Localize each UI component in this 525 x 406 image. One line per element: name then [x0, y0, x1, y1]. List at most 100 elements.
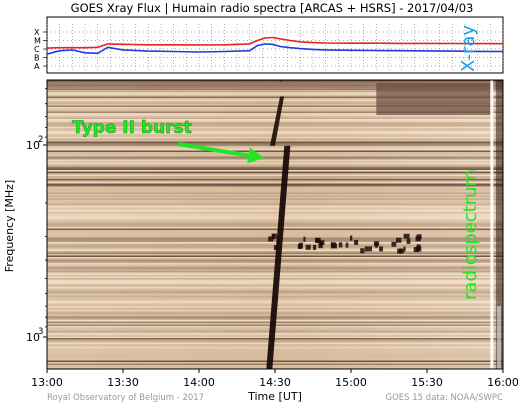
spectrum-stripe: [47, 348, 503, 350]
spectrum-stripe: [47, 159, 503, 161]
spectrum-stripe: [47, 111, 503, 113]
spectrum-stripe: [47, 218, 503, 220]
spectrum-dash: [354, 239, 359, 245]
y-axis-label: Frequency [MHz]: [3, 180, 16, 272]
spectrum-stripe: [47, 114, 503, 116]
spectrum-panel: 10 2 10 3 Frequency [MHz] 13:00 13:30 14:0…: [3, 79, 519, 403]
xray-annotation: X-ray: [458, 25, 479, 72]
spectrum-stripe: [47, 102, 503, 104]
type-ii-burst-lane: [269, 96, 285, 146]
spectrum-stripe: [47, 242, 503, 244]
spectrum-stripe: [47, 356, 503, 358]
spectrum-band: [47, 80, 503, 90]
y-tick-1000: 10 3: [26, 327, 47, 344]
spectrum-stripe: [47, 341, 503, 343]
spectrum-stripe: [47, 179, 503, 181]
spectrum-dash: [345, 242, 349, 248]
spectrum-stripe: [47, 117, 503, 119]
spectrum-stripe: [47, 212, 503, 214]
spectrum-edge-dark: [495, 80, 503, 369]
spectrum-dash: [305, 244, 311, 250]
spectrum-stripe: [47, 216, 503, 218]
spectrum-stripe: [47, 209, 503, 211]
spectrum-stripe: [47, 225, 503, 227]
spectrum-stripe: [47, 366, 503, 368]
spectrum-dash: [403, 246, 406, 252]
spectrum-stripe: [47, 108, 503, 110]
spectrum-stripe: [47, 174, 503, 176]
y-tick-100: 10 2: [26, 135, 47, 152]
spectrum-stripe: [47, 210, 503, 212]
spectrum-stripe: [47, 173, 503, 175]
chart-title: GOES Xray Flux | Humain radio spectra [A…: [71, 1, 474, 15]
y-tick-100-exp: 2: [38, 135, 43, 145]
spectrum-stripe: [47, 254, 503, 256]
spectrum-stripe: [47, 350, 503, 352]
x-tick-label: 14:00: [183, 376, 215, 389]
spectrum-dash: [413, 247, 419, 253]
spectrum-dash: [338, 242, 343, 248]
spectrum-dash: [318, 240, 325, 246]
spectrum-stripe: [47, 197, 503, 199]
spectrum-stripe: [47, 150, 503, 152]
spectrum-stripe: [47, 105, 503, 107]
spectrum-stripe: [47, 200, 503, 202]
spectrum-dash: [299, 242, 303, 248]
spectrum-stripe: [47, 357, 503, 359]
xray-class-label: B: [34, 54, 40, 63]
spectrum-stripe: [47, 95, 503, 97]
spectrum-stripe: [47, 198, 503, 200]
spectrum-stripe: [47, 101, 503, 103]
spectrum-stripe: [47, 359, 503, 361]
spectrum-dash: [315, 237, 320, 243]
spectrum-dash: [271, 233, 277, 239]
spectrum-stripe: [47, 221, 503, 223]
spectrum-stripe: [47, 156, 503, 158]
spectrum-stripe: [47, 204, 503, 206]
spectrum-edge-column: [490, 80, 494, 369]
spectrum-dash: [369, 246, 372, 252]
spectrum-dash: [379, 246, 383, 252]
x-axis-ticks: 13:00 13:30 14:00 14:30 15:00 15:30 16:00: [31, 369, 519, 389]
spectrum-stripe: [47, 185, 503, 187]
spectrum-stripe: [47, 224, 503, 226]
spectrum-stripe: [47, 222, 503, 224]
spectrum-stripe: [47, 258, 503, 260]
spectrum-stripe: [47, 168, 503, 170]
spectrum-stripe: [47, 344, 503, 346]
spectrum-stripe: [47, 116, 503, 118]
spectrum-stripe: [47, 243, 503, 245]
spectrum-stripe: [47, 153, 503, 155]
xray-series: [47, 36, 503, 55]
spectrum-stripe: [47, 188, 503, 190]
spectrum-stripe: [47, 192, 503, 194]
x-tick-label: 16:00: [487, 376, 519, 389]
spectrum-stripe: [47, 158, 503, 160]
spectrum-stripe: [47, 360, 503, 362]
spectrum-stripe: [47, 167, 503, 169]
type-ii-faint-lane: [279, 80, 284, 83]
spectrum-dash: [330, 242, 336, 248]
xray-long-channel-line: [47, 36, 503, 49]
xray-class-label: C: [34, 45, 40, 54]
spectrum-stripe: [47, 228, 503, 230]
spectrum-stripe: [47, 213, 503, 215]
spectrum-dash: [396, 237, 402, 243]
xray-grid: [46, 24, 504, 70]
spectrum-stripe: [47, 93, 503, 95]
spectrum-stripe: [47, 227, 503, 229]
spectrum-stripe: [47, 351, 503, 353]
spectrum-edge-light: [496, 306, 501, 369]
spectrum-stripe: [47, 149, 503, 151]
spectrum-stripe: [47, 219, 503, 221]
xray-class-label: M: [34, 37, 41, 46]
spectrum-stripe: [47, 240, 503, 242]
spectrum-stripe: [47, 189, 503, 191]
spectrum-dash: [415, 236, 421, 242]
spectrum-dash: [312, 244, 317, 250]
spectrum-dash: [268, 236, 274, 242]
spectrum-stripe: [47, 164, 503, 166]
spectrum-stripe: [47, 201, 503, 203]
